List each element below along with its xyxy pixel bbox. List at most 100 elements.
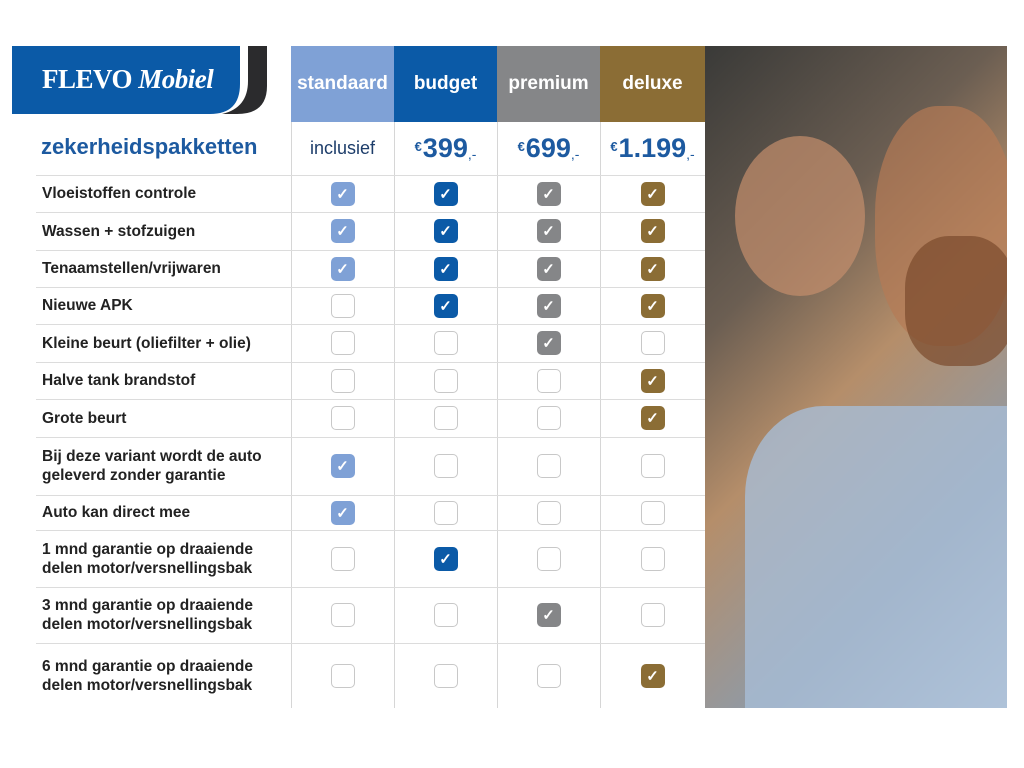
price-standaard: inclusief xyxy=(309,138,376,158)
check-icon: ✓ xyxy=(646,372,659,390)
table-row xyxy=(36,643,705,708)
checkbox-unchecked xyxy=(640,331,665,355)
checkbox-checked: ✓ xyxy=(433,181,458,206)
checkbox-unchecked xyxy=(330,603,355,627)
check-icon: ✓ xyxy=(542,297,555,315)
checkbox-unchecked xyxy=(433,406,458,430)
check-icon: ✓ xyxy=(439,185,452,203)
check-icon: ✓ xyxy=(542,607,555,624)
checkbox-checked: ✓ xyxy=(536,293,561,318)
checkbox-checked: ✓ xyxy=(536,219,561,243)
checkbox-unchecked xyxy=(536,546,561,571)
checkbox-checked: ✓ xyxy=(640,663,665,688)
checkbox-checked: ✓ xyxy=(330,500,355,525)
checkbox-checked: ✓ xyxy=(536,181,561,206)
table-row xyxy=(36,175,705,212)
check-icon: ✓ xyxy=(336,458,349,475)
checkbox-checked: ✓ xyxy=(640,293,665,318)
row-label: Grote beurt xyxy=(42,409,127,427)
check-icon: ✓ xyxy=(439,223,452,240)
column-header-premium: premium xyxy=(497,46,600,122)
table-row xyxy=(36,495,705,530)
table-row xyxy=(36,250,705,287)
check-icon: ✓ xyxy=(336,504,349,522)
check-icon: ✓ xyxy=(646,260,659,278)
checkbox-unchecked xyxy=(433,663,458,688)
logo: FLEVO Mobiel xyxy=(12,46,267,114)
checkbox-unchecked xyxy=(330,331,355,355)
row-label: 3 mnd garantie op draaiende delen motor/… xyxy=(42,597,254,633)
price-budget: €399 ,- xyxy=(414,133,477,163)
checkbox-unchecked xyxy=(330,663,355,688)
checkbox-unchecked xyxy=(433,500,458,525)
checkbox-checked: ✓ xyxy=(640,406,665,430)
checkbox-unchecked xyxy=(536,500,561,525)
column-divider xyxy=(394,122,395,708)
check-icon: ✓ xyxy=(646,223,659,240)
check-icon: ✓ xyxy=(542,335,555,352)
checkbox-checked: ✓ xyxy=(640,219,665,243)
row-label: Vloeistoffen controle xyxy=(42,185,197,202)
price-premium: €699 ,- xyxy=(517,133,580,163)
check-icon: ✓ xyxy=(646,297,659,315)
checkbox-unchecked xyxy=(330,546,355,571)
checkbox-unchecked xyxy=(640,603,665,627)
checkbox-checked: ✓ xyxy=(640,368,665,393)
table-row xyxy=(36,530,705,587)
page-title: zekerheidspakketten xyxy=(41,134,258,159)
check-icon: ✓ xyxy=(542,260,555,278)
table-row xyxy=(36,362,705,399)
row-label: Halve tank brandstof xyxy=(42,372,196,389)
checkbox-checked: ✓ xyxy=(433,293,458,318)
checkbox-checked: ✓ xyxy=(536,331,561,355)
checkbox-unchecked xyxy=(433,603,458,627)
check-icon: ✓ xyxy=(542,223,555,240)
check-icon: ✓ xyxy=(439,260,452,278)
row-label: Nieuwe APK xyxy=(42,297,133,314)
table-row xyxy=(36,399,705,437)
checkbox-unchecked xyxy=(536,368,561,393)
check-icon: ✓ xyxy=(336,260,349,278)
checkbox-unchecked xyxy=(433,331,458,355)
checkbox-unchecked xyxy=(640,546,665,571)
check-icon: ✓ xyxy=(439,550,452,568)
check-icon: ✓ xyxy=(646,410,659,427)
column-header-deluxe: deluxe xyxy=(600,46,705,122)
checkbox-unchecked xyxy=(536,406,561,430)
checkbox-checked: ✓ xyxy=(433,256,458,281)
checkbox-unchecked xyxy=(433,368,458,393)
check-icon: ✓ xyxy=(336,185,349,203)
checkbox-checked: ✓ xyxy=(640,181,665,206)
checkbox-unchecked xyxy=(536,663,561,688)
checkbox-unchecked xyxy=(330,293,355,318)
check-icon: ✓ xyxy=(646,185,659,203)
checkbox-unchecked xyxy=(433,454,458,478)
row-label: Bij deze variant wordt de auto geleverd … xyxy=(42,448,262,484)
row-label: Tenaamstellen/vrijwaren xyxy=(42,260,221,277)
table-row xyxy=(36,437,705,495)
column-header-standaard: standaard xyxy=(291,46,394,122)
checkbox-checked: ✓ xyxy=(330,219,355,243)
check-icon: ✓ xyxy=(439,297,452,315)
row-label: Wassen + stofzuigen xyxy=(42,222,196,240)
checkbox-checked: ✓ xyxy=(640,256,665,281)
checkbox-unchecked xyxy=(330,406,355,430)
row-label: Kleine beurt (oliefilter + olie) xyxy=(42,334,251,352)
row-label: 6 mnd garantie op draaiende delen motor/… xyxy=(42,657,254,694)
table-row xyxy=(36,287,705,324)
check-icon: ✓ xyxy=(336,223,349,240)
checkbox-checked: ✓ xyxy=(536,256,561,281)
checkbox-checked: ✓ xyxy=(330,256,355,281)
check-icon: ✓ xyxy=(646,667,659,685)
checkbox-unchecked xyxy=(640,500,665,525)
checkbox-unchecked xyxy=(330,368,355,393)
checkbox-checked: ✓ xyxy=(433,546,458,571)
column-divider xyxy=(291,122,292,708)
checkbox-checked: ✓ xyxy=(536,603,561,627)
check-icon: ✓ xyxy=(542,185,555,203)
row-label: Auto kan direct mee xyxy=(42,504,191,521)
couple-in-car-photo xyxy=(705,46,1007,708)
checkbox-checked: ✓ xyxy=(330,454,355,478)
table-row xyxy=(36,212,705,250)
column-header-budget: budget xyxy=(394,46,497,122)
